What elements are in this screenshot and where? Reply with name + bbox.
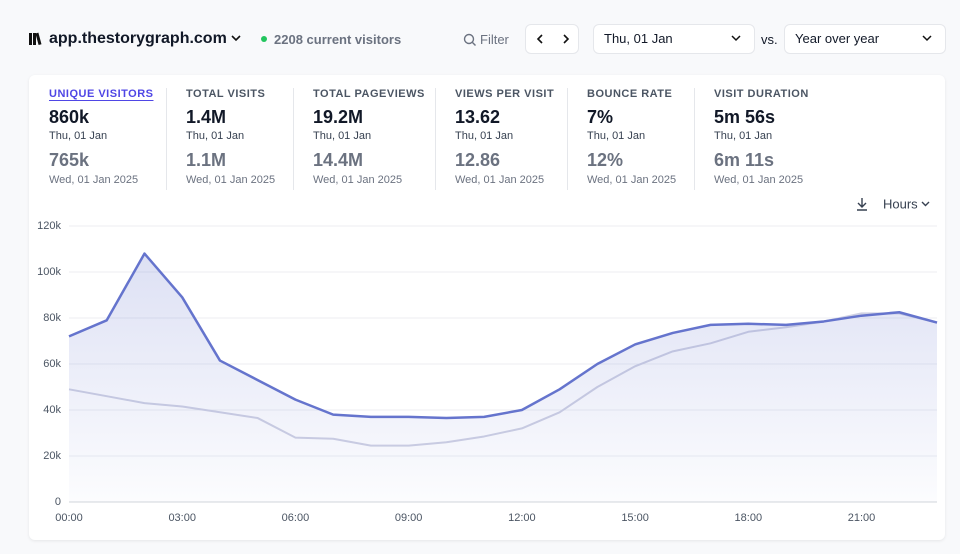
arrows[interactable]: [526, 25, 578, 53]
x-tick-label: 03:00: [168, 512, 196, 524]
metric-label: TOTAL VISITS: [186, 88, 266, 100]
x-tick-label: 15:00: [621, 512, 649, 524]
date-text: Thu, 01 Jan: [604, 31, 673, 46]
metric-compare-date: Wed, 01 Jan 2025: [186, 174, 276, 186]
y-tick-label: 0: [55, 496, 61, 508]
metric-compare-date: Wed, 01 Jan 2025: [313, 174, 403, 186]
interval-picker[interactable]: Hours: [883, 196, 918, 211]
metric-date: Thu, 01 Jan: [714, 130, 773, 142]
metric-value: 5m 56s: [714, 107, 776, 127]
metric-compare-value: 12%: [587, 150, 624, 170]
metric-date: Thu, 01 Jan: [313, 130, 372, 142]
x-tick-label: 00:00: [55, 512, 83, 524]
metric[interactable]: VIEWS PER VISIT 13.62 Thu, 01 Jan 12.86 Wed,…: [455, 88, 568, 190]
logo: [29, 32, 42, 46]
metric-compare-value: 14.4M: [313, 150, 364, 170]
metric-compare-value: 765k: [49, 150, 90, 170]
metric-label: UNIQUE VISITORS: [49, 88, 154, 100]
metric[interactable]: TOTAL PAGEVIEWS 19.2M Thu, 01 Jan 14.4M Wed,…: [313, 88, 436, 190]
metric-value: 13.62: [455, 107, 501, 127]
x-tick-label: 21:00: [848, 512, 876, 524]
metric-date: Thu, 01 Jan: [455, 130, 514, 142]
metric[interactable]: VISIT DURATION 5m 56s Thu, 01 Jan 6m 11s Wed…: [714, 88, 914, 190]
metric[interactable]: UNIQUE VISITORS 860k Thu, 01 Jan 765k Wed, 0…: [49, 88, 167, 190]
y-tick-label: 120k: [37, 220, 61, 232]
x-tick-label: 18:00: [735, 512, 763, 524]
metric-value: 1.4M: [186, 107, 227, 127]
metric-date: Thu, 01 Jan: [186, 130, 245, 142]
metric-value: 860k: [49, 107, 90, 127]
date-picker[interactable]: Thu, 01 Jan: [593, 24, 755, 54]
metric-compare-value: 12.86: [455, 150, 501, 170]
download-icon[interactable]: [857, 198, 867, 211]
site-name[interactable]: app.thestorygraph.com: [49, 30, 227, 47]
metric-value: 19.2M: [313, 107, 364, 127]
filter-button[interactable]: Filter: [480, 32, 509, 47]
period-arrows: [525, 24, 579, 54]
metric-label: VIEWS PER VISIT: [455, 88, 555, 100]
metric-compare-date: Wed, 01 Jan 2025: [714, 174, 804, 186]
metric-label: TOTAL PAGEVIEWS: [313, 88, 425, 100]
metric-compare-date: Wed, 01 Jan 2025: [49, 174, 139, 186]
line: [68, 252, 938, 420]
current-visitors[interactable]: 2208 current visitors: [274, 32, 402, 47]
x-tick-label: 06:00: [282, 512, 310, 524]
x-tick-label: 09:00: [395, 512, 423, 524]
metric-compare-date: Wed, 01 Jan 2025: [587, 174, 677, 186]
comparison-text: Year over year: [795, 31, 880, 46]
metric-label: BOUNCE RATE: [587, 88, 673, 100]
metric-compare-date: Wed, 01 Jan 2025: [455, 174, 545, 186]
y-tick-label: 60k: [43, 358, 61, 370]
filter-icon[interactable]: [463, 33, 477, 47]
metric-compare-value: 6m 11s: [714, 150, 775, 170]
chevron: [731, 35, 741, 42]
y-tick-label: 80k: [43, 312, 61, 324]
vs-label: vs.: [761, 32, 778, 47]
metric-date: Thu, 01 Jan: [49, 130, 108, 142]
comparison-picker[interactable]: Year over year: [784, 24, 946, 54]
x-tick-label: 12:00: [508, 512, 536, 524]
metric-value: 7%: [587, 107, 614, 127]
y-tick-label: 20k: [43, 450, 61, 462]
metric[interactable]: BOUNCE RATE 7% Thu, 01 Jan 12% Wed, 01 Jan 2…: [587, 88, 695, 190]
y-tick-label: 100k: [37, 266, 61, 278]
metric-label: VISIT DURATION: [714, 88, 809, 100]
metric-date: Thu, 01 Jan: [587, 130, 646, 142]
live-dot: [261, 36, 267, 42]
metric-compare-value: 1.1M: [186, 150, 227, 170]
site-chevron[interactable]: [230, 34, 242, 44]
y-tick-label: 40k: [43, 404, 61, 416]
metric[interactable]: TOTAL VISITS 1.4M Thu, 01 Jan 1.1M Wed, 01 J…: [186, 88, 294, 190]
chevron: [922, 35, 932, 42]
interval-chevron[interactable]: [921, 201, 930, 207]
area: [69, 253, 937, 502]
